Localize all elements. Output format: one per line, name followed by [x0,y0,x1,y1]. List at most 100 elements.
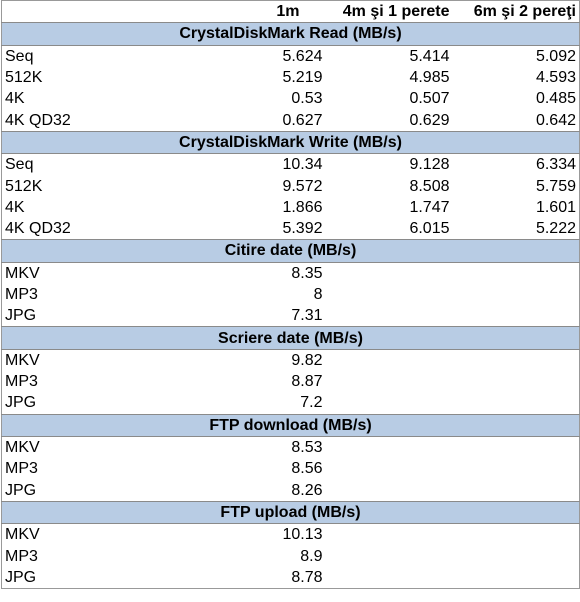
data-row: MKV 8.35 [2,262,580,284]
value-cell: 10.13 [282,526,323,544]
value-cell: 5.624 [282,47,323,65]
data-row: MP3 8.9 [2,545,580,566]
empty-cell [326,392,453,414]
value-cell: 8.26 [291,481,323,499]
value-cell: 0.642 [535,111,576,129]
column-header: 1m [276,3,300,21]
row-label: Seq [5,156,34,174]
value-cell: 8 [313,286,323,303]
data-row: Seq 5.624 5.414 5.092 [2,45,580,67]
header-row: 1m 4m şi 1 perete 6m şi 2 pereţi [2,1,580,23]
empty-cell [453,458,580,479]
value-cell: 0.627 [282,111,323,129]
value-cell: 5.219 [282,69,323,87]
row-label: MP3 [5,373,38,391]
empty-cell [326,436,453,458]
section-row: Citire date (MB/s) [1,239,580,263]
value-cell: 6.015 [409,220,450,238]
empty-cell [453,284,580,305]
section-row: CrystalDiskMark Write (MB/s) [1,130,580,155]
data-row: MKV 9.82 [2,349,580,371]
value-cell: 5.092 [535,47,576,65]
empty-cell [326,524,453,546]
section-title: CrystalDiskMark Read (MB/s) [1,22,580,46]
data-row: 4K 1.866 1.747 1.601 [2,197,580,218]
empty-cell [326,284,453,305]
section-row: FTP upload (MB/s) [1,500,580,525]
empty-cell [326,305,453,327]
data-row: JPG 8.78 [2,567,580,589]
value-cell: 8.78 [291,568,323,586]
value-cell: 0.53 [291,90,323,108]
value-cell: 5.759 [535,177,576,195]
value-cell: 9.82 [291,351,323,369]
empty-cell [453,480,580,502]
value-cell: 8.53 [291,439,323,457]
empty-cell [2,1,162,23]
row-label: MP3 [5,460,38,478]
empty-cell [326,349,453,371]
section-row: FTP download (MB/s) [1,413,580,437]
column-header: 4m şi 1 perete [342,3,450,21]
value-cell: 1.747 [409,198,450,216]
row-label: JPG [5,481,37,499]
row-label: 4K QD32 [5,111,71,129]
empty-cell [326,567,453,589]
section-row: Scriere date (MB/s) [1,326,580,350]
row-label: MKV [5,351,40,369]
data-row: JPG 8.26 [2,480,580,502]
empty-cell [453,262,580,284]
value-cell: 8.56 [291,460,323,478]
row-label: Seq [5,47,34,65]
data-row: 4K 0.53 0.507 0.485 [2,88,580,109]
data-row: JPG 7.31 [2,305,580,327]
row-label: JPG [5,568,37,586]
row-label: JPG [5,307,37,325]
value-cell: 0.507 [409,90,450,108]
value-cell: 0.485 [535,90,576,108]
data-row: MP3 8.87 [2,371,580,392]
data-row: JPG 7.2 [2,392,580,414]
empty-cell [453,349,580,371]
value-cell: 1.866 [282,198,323,216]
value-cell: 0.629 [409,111,450,129]
empty-cell [326,545,453,566]
empty-cell [453,545,580,566]
empty-cell [453,305,580,327]
empty-cell [326,480,453,502]
table-body: 1m 4m şi 1 perete 6m şi 2 pereţi CrystalDis… [1,1,580,589]
section-row: CrystalDiskMark Read (MB/s) [1,22,580,46]
data-row: MKV 8.53 [2,436,580,458]
value-cell: 8.9 [300,547,323,565]
section-title: CrystalDiskMark Write (MB/s) [1,130,580,155]
results-table: 1m 4m şi 1 perete 6m şi 2 pereţi CrystalDis… [1,0,580,590]
section-title: FTP upload (MB/s) [1,500,580,525]
empty-cell [453,436,580,458]
empty-cell [453,371,580,392]
value-cell: 5.392 [282,220,323,238]
row-label: JPG [5,394,37,412]
value-cell: 7.2 [300,394,323,412]
value-cell: 1.601 [535,198,576,216]
row-label: MP3 [5,286,38,303]
empty-cell [326,458,453,479]
empty-cell [453,567,580,589]
data-row: MP3 8 [2,284,580,305]
row-label: 4K [5,198,25,216]
row-label: 4K [5,90,25,108]
row-label: MKV [5,439,40,457]
data-row: MKV 10.13 [2,524,580,546]
section-title: Citire date (MB/s) [1,239,580,263]
value-cell: 4.985 [409,69,450,87]
empty-cell [453,524,580,546]
row-label: 512K [5,69,43,87]
row-label: MP3 [5,547,38,565]
value-cell: 5.414 [409,47,450,65]
data-row: 4K QD32 5.392 6.015 5.222 [2,218,580,240]
value-cell: 9.572 [282,177,323,195]
row-label: MKV [5,264,40,282]
value-cell: 5.222 [535,220,576,238]
empty-cell [326,371,453,392]
value-cell: 9.128 [409,156,450,174]
